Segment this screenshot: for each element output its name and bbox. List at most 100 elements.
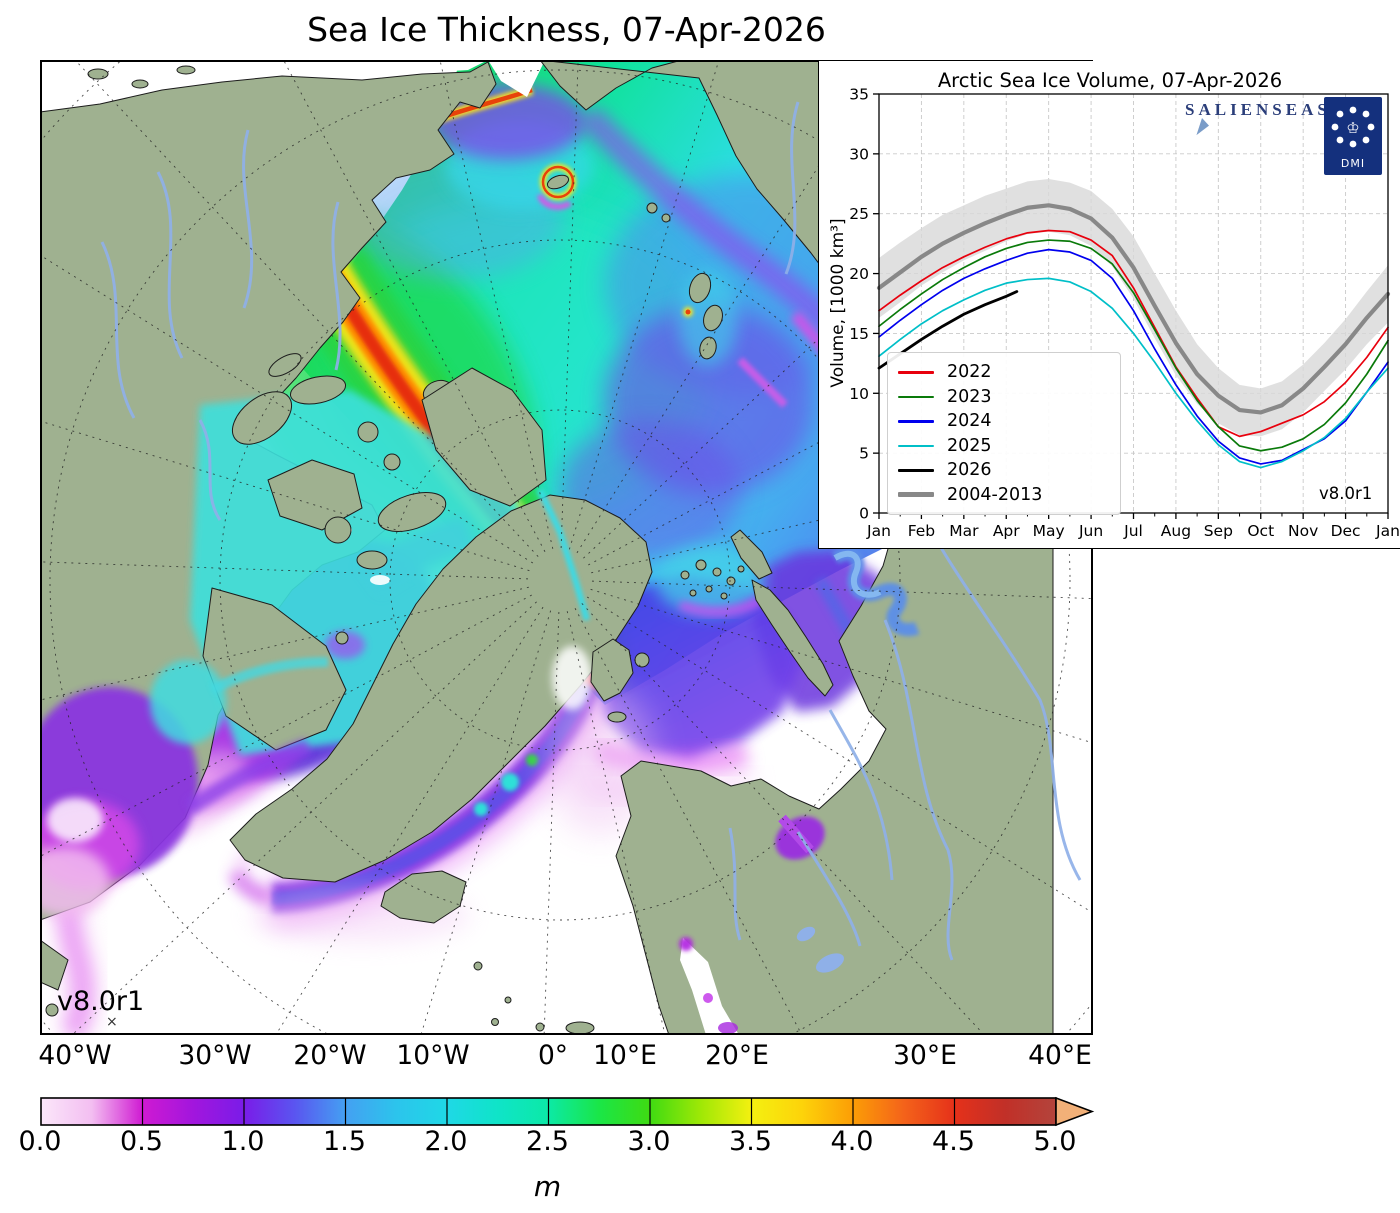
island-bylot (335, 631, 349, 645)
legend-line-sample (898, 371, 934, 374)
lake-onega (796, 926, 816, 942)
lake-ladoga (815, 953, 845, 973)
series-2026 (877, 290, 1019, 370)
colorbar-tick: 0.5 (120, 1126, 163, 1157)
legend-row: 2024 (898, 409, 1110, 434)
colorbar-tick: 1.0 (221, 1126, 265, 1157)
colorbar-unit-label: m (533, 1170, 562, 1203)
island-bottom-left (45, 1003, 59, 1017)
island-victoria (267, 459, 363, 531)
ytick-label: 20 (849, 265, 869, 283)
colorbar-dividers (141, 1098, 956, 1125)
ice-cyan-spot-1 (501, 773, 519, 791)
ice-bothnia-tip (679, 937, 693, 951)
island-svalbard-ne (634, 652, 650, 668)
legend-row: 2026 (898, 458, 1110, 483)
legend-line-sample (898, 420, 934, 423)
legend-row: 2022 (898, 360, 1110, 385)
legend-row: 2004-2013 (898, 483, 1110, 508)
island-prince-of-wales (324, 516, 352, 544)
colorbar-tick: 3.5 (729, 1126, 772, 1157)
page-title: Sea Ice Thickness, 07-Apr-2026 (307, 10, 826, 49)
island-melville (289, 375, 347, 405)
ice-fury-strait (209, 657, 329, 695)
colorbar-tick: 4.0 (830, 1126, 874, 1157)
ice-magenta-laptev-coast (737, 357, 788, 408)
colorbar-arrow (1055, 1096, 1095, 1127)
island-devon (377, 492, 447, 532)
island-shetland-2 (491, 1018, 499, 1026)
dmi-logo-text: DMI (1341, 157, 1365, 170)
top-open-strip (238, 60, 488, 76)
ytick-label: 10 (849, 385, 869, 403)
island-aleutian-3 (176, 65, 196, 75)
island-aleutian-2 (131, 79, 149, 89)
colorbar-tick: 0.0 (18, 1126, 62, 1157)
xtick-label: Apr (993, 522, 1020, 540)
ice-gulf-finland (718, 1022, 738, 1034)
ice-purple-siberian-coast (578, 106, 850, 345)
legend-label: 2026 (947, 460, 992, 481)
legend-label: 2022 (947, 362, 992, 383)
legend-label: 2023 (947, 386, 992, 407)
island-faroe (473, 961, 483, 971)
hudson-open-water (47, 798, 103, 842)
xtick-label: May (1033, 522, 1065, 540)
ice-green-spot (526, 754, 538, 766)
xtick-label: Jan (866, 522, 891, 540)
map-lon-label: 20°W (293, 1040, 367, 1071)
legend-label: 2004-2013 (947, 484, 1043, 505)
island-novaya-zemlya-north (730, 529, 773, 580)
xtick-label: Sep (1204, 522, 1233, 540)
island-svalbard-s (607, 711, 627, 723)
colorbar-tick: 2.5 (526, 1126, 569, 1157)
ice-foxe-basin (150, 660, 226, 744)
map-cross-marker: × (106, 1014, 118, 1030)
islands-severnaya-zemlya (688, 272, 723, 360)
dmi-logo: ♔ DMI (1324, 97, 1382, 175)
colorbar-tick: 3.0 (627, 1126, 671, 1157)
series-2004-2013 (876, 203, 1391, 415)
polynya-2 (370, 575, 390, 585)
legend-label: 2024 (947, 411, 992, 432)
island-new-siberian-2 (661, 213, 671, 223)
ytick-label: 25 (849, 205, 869, 223)
colorbar-tick: 4.5 (932, 1126, 975, 1157)
legend-line-sample (898, 444, 934, 447)
island-aleutian-1 (87, 68, 109, 80)
salienseas-logo: SALIENSEAS (1185, 100, 1331, 119)
chart-version-label: v8.0r1 (1319, 484, 1373, 503)
xtick-label: Oct (1247, 522, 1274, 540)
island-novaya-zemlya (751, 579, 834, 697)
map-lon-label: 20°E (705, 1040, 769, 1071)
xtick-label: Mar (949, 522, 979, 540)
ice-ob-gulf-light (833, 550, 882, 598)
chart-legend: 2022 2023 2024 2025 2026 2004-2013 (887, 352, 1121, 515)
map-lon-label: 10°E (593, 1040, 657, 1071)
island-banks (232, 391, 292, 445)
map-lon-label: 10°W (396, 1040, 470, 1071)
islands-franz-josef (680, 559, 745, 600)
ytick-label: 0 (859, 505, 869, 523)
ice-red-spot-severnaya (685, 309, 691, 315)
ice-hudson-pale (40, 847, 110, 917)
arctic-volume-chart: 0 5 10 15 20 25 30 35 Jan Feb Mar Apr May Jun Jul Aug Se… (818, 61, 1400, 549)
land-greenland (229, 494, 653, 883)
island-orkney (535, 1022, 545, 1032)
chart-title: Arctic Sea Ice Volume, 07-Apr-2026 (937, 69, 1283, 92)
map-lon-label: 0° (537, 1040, 569, 1071)
land-denmark (565, 1021, 595, 1035)
xtick-label: Jan (1375, 522, 1400, 540)
island-somerset (356, 550, 388, 570)
island-cornwallis (383, 453, 401, 471)
colorbar-tick: 1.5 (323, 1126, 366, 1157)
xtick-label: Feb (908, 522, 935, 540)
xtick-label: Dec (1331, 522, 1361, 540)
legend-line-sample (898, 492, 934, 498)
colorbar-tick: 2.0 (424, 1126, 468, 1157)
map-lon-label: 40°W (38, 1040, 112, 1071)
ytick-label: 35 (849, 86, 869, 104)
dmi-crown-icon: ♔ (1346, 119, 1359, 137)
legend-label: 2025 (947, 435, 992, 456)
